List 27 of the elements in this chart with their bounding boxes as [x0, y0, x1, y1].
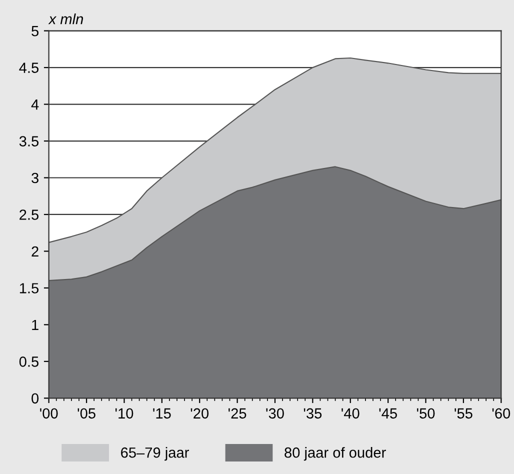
y-tick-label: 1: [32, 320, 38, 330]
y-tick-label: 3.5: [19, 136, 38, 146]
x-tick-label: '20: [190, 408, 209, 419]
y-tick-label: 2.5: [20, 210, 38, 220]
legend-label: 65–79 jaar: [121, 447, 189, 461]
x-tick-label: '05: [78, 408, 96, 419]
y-axis-title: x mln: [48, 14, 84, 24]
x-tick-label: '35: [304, 408, 322, 419]
x-tick-label: '25: [228, 408, 246, 419]
y-tick-label: 5: [32, 26, 38, 36]
y-tick-label: 1.5: [20, 283, 38, 294]
y-tick-label: 4: [31, 100, 39, 110]
x-tick-label: '50: [417, 408, 435, 419]
x-tick-label: '60: [492, 408, 510, 419]
y-tick-label: 2: [32, 246, 38, 257]
x-tick-label: '45: [379, 408, 397, 419]
legend-label: 80 jaar of ouder: [284, 447, 386, 461]
y-tick-label: 3: [32, 172, 38, 184]
x-tick-label: '55: [454, 408, 472, 419]
x-tick-label: '15: [153, 408, 171, 419]
y-tick-label: 0.5: [19, 356, 38, 367]
x-tick-label: '10: [115, 408, 134, 419]
x-tick-label: '00: [40, 408, 58, 419]
y-tick-label: 4.5: [19, 62, 38, 73]
y-tick-label: 0: [32, 393, 39, 404]
x-tick-label: '40: [342, 408, 360, 419]
x-tick-label: '30: [266, 408, 284, 419]
